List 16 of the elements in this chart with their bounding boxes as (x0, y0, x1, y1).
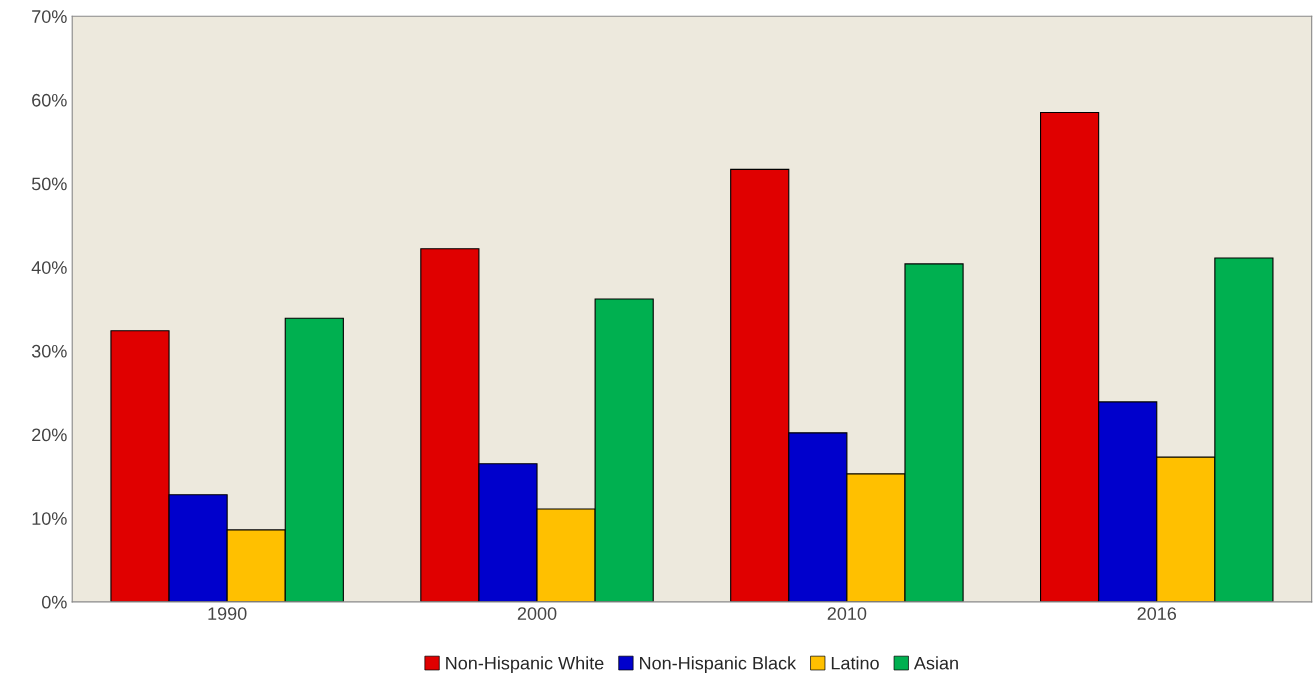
legend-label: Asian (913, 656, 958, 670)
y-tick-label: 60% (32, 93, 67, 107)
y-tick-label: 0% (41, 595, 67, 609)
x-tick-label: 2000 (517, 607, 557, 620)
legend-label: Non-Hispanic Black (640, 656, 797, 674)
x-tick-label: 2010 (827, 607, 867, 620)
x-tick-label: 2016 (1137, 607, 1177, 620)
y-tick-label: 50% (31, 177, 67, 191)
y-tick-label: 20% (32, 428, 67, 442)
legend-label: Non-Hispanic White (446, 656, 604, 674)
legend-label: Latino (831, 656, 879, 670)
y-tick-label: 30% (31, 344, 67, 358)
y-tick-label: 40% (31, 261, 67, 274)
x-tick-label: 1990 (208, 607, 247, 620)
y-tick-label: 10% (32, 512, 67, 525)
y-tick-label: 70% (32, 10, 67, 23)
